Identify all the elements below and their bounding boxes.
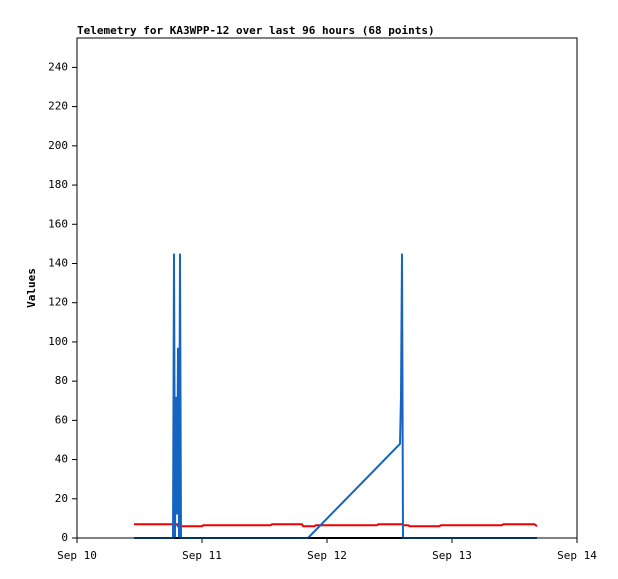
series-line [134,253,537,539]
x-tick-label: Sep 11 [182,549,222,562]
y-tick-label: 140 [48,256,68,269]
x-tick-label: Sep 14 [557,549,597,562]
y-tick-label: 40 [55,453,68,466]
y-tick-label: 220 [48,100,68,113]
y-tick-label: 120 [48,296,68,309]
y-tick-label: 20 [55,492,68,505]
plot-frame [76,37,578,539]
y-tick-label: 0 [61,531,68,544]
y-axis-label: Values [25,268,38,308]
y-tick-label: 80 [55,374,68,387]
y-tick-label: 200 [48,139,68,152]
y-tick-label: 160 [48,217,68,230]
x-tick-label: Sep 13 [432,549,472,562]
y-tick-label: 60 [55,413,68,426]
series-line [134,523,538,528]
y-tick-label: 180 [48,178,68,191]
y-tick-label: 240 [48,60,68,73]
chart-title: Telemetry for KA3WPP-12 over last 96 hou… [77,24,435,37]
x-tick-label: Sep 12 [307,549,347,562]
x-tick-label: Sep 10 [57,549,97,562]
y-tick-label: 100 [48,335,68,348]
